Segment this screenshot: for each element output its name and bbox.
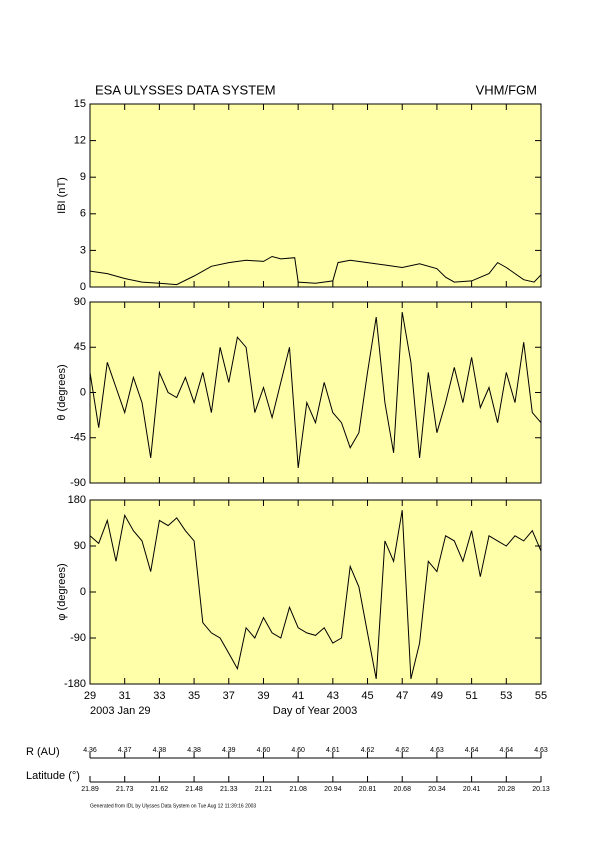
x-tick-label: 41 xyxy=(292,690,304,702)
x-tick-label: 49 xyxy=(431,690,443,702)
y-tick-label: 90 xyxy=(74,540,86,552)
data-line xyxy=(89,255,542,286)
y-tick-label: 15 xyxy=(74,98,86,110)
x-tick-label: 29 xyxy=(84,690,96,702)
y-tick-label: 180 xyxy=(68,494,86,506)
y-axis-title: φ (degrees) xyxy=(56,563,68,620)
y-tick-label: -180 xyxy=(64,678,86,690)
ephemeris-value: 20.94 xyxy=(324,786,342,793)
ephemeris-value: 21.08 xyxy=(289,786,307,793)
y-tick-label: -90 xyxy=(70,632,86,644)
ephemeris-value: 21.21 xyxy=(255,786,273,793)
y-tick-label: 12 xyxy=(74,135,86,147)
ephemeris-value: 20.34 xyxy=(428,786,446,793)
data-line xyxy=(89,312,542,468)
x-tick-label: 51 xyxy=(465,690,477,702)
x-tick-label: 35 xyxy=(188,690,200,702)
ephemeris-value: 4.63 xyxy=(430,747,444,754)
y-tick-label: 9 xyxy=(80,171,86,183)
instrument: VHM/FGM xyxy=(476,82,537,97)
ephemeris-value: 4.62 xyxy=(361,747,375,754)
plot-area xyxy=(90,500,541,684)
ephemeris-value: 21.89 xyxy=(81,786,99,793)
ephemeris-value: 20.28 xyxy=(498,786,516,793)
start-label: 2003 Jan 29 xyxy=(90,705,151,717)
ephemeris-value: 4.64 xyxy=(499,747,513,754)
y-tick-label: 0 xyxy=(80,281,86,293)
x-tick-label: 31 xyxy=(119,690,131,702)
x-tick-label: 45 xyxy=(361,690,373,702)
x-tick-label: 33 xyxy=(153,690,165,702)
x-tick-label: 37 xyxy=(223,690,235,702)
title: ESA ULYSSES DATA SYSTEM xyxy=(95,82,276,97)
plot-frame xyxy=(89,103,542,288)
ephemeris-value: 4.64 xyxy=(465,747,479,754)
x-tick-label: 55 xyxy=(535,690,547,702)
y-axis-title: IBI (nT) xyxy=(56,177,68,214)
ephemeris-value: 21.73 xyxy=(116,786,134,793)
ephemeris-value: 4.63 xyxy=(534,747,548,754)
ephemeris-label: Latitude (°) xyxy=(26,770,80,782)
y-tick-label: 3 xyxy=(80,244,86,256)
x-tick-label: 39 xyxy=(257,690,269,702)
ephemeris-value: 4.36 xyxy=(83,747,97,754)
ephemeris-value: 4.60 xyxy=(291,747,305,754)
ephemeris-value: 4.39 xyxy=(222,747,236,754)
plot-area xyxy=(90,302,541,483)
y-axis-title: θ (degrees) xyxy=(56,364,68,420)
ephemeris-value: 4.38 xyxy=(187,747,201,754)
ephemeris-value: 4.37 xyxy=(118,747,132,754)
ephemeris-value: 4.60 xyxy=(257,747,271,754)
ephemeris-label: R (AU) xyxy=(26,746,60,758)
data-line xyxy=(89,510,542,680)
ephemeris-value: 4.62 xyxy=(395,747,409,754)
y-tick-label: 0 xyxy=(80,586,86,598)
ephemeris-value: 20.81 xyxy=(359,786,377,793)
ephemeris-value: 4.38 xyxy=(153,747,167,754)
x-tick-label: 43 xyxy=(327,690,339,702)
ephemeris-value: 20.41 xyxy=(463,786,481,793)
y-tick-label: 0 xyxy=(80,386,86,398)
ephemeris-value: 20.68 xyxy=(393,786,411,793)
x-tick-label: 53 xyxy=(500,690,512,702)
plot-area xyxy=(90,104,541,287)
ephemeris-value: 21.62 xyxy=(151,786,169,793)
footer: Generated from IDL by Ulysses Data Syste… xyxy=(90,803,256,809)
y-tick-label: -90 xyxy=(70,477,86,489)
ephemeris-value: 4.61 xyxy=(326,747,340,754)
y-tick-label: 6 xyxy=(80,208,86,220)
y-tick-label: 90 xyxy=(74,296,86,308)
ephemeris-value: 20.13 xyxy=(532,786,550,793)
y-tick-label: -45 xyxy=(70,432,86,444)
x-tick-label: 47 xyxy=(396,690,408,702)
x-axis-title: Day of Year 2003 xyxy=(273,705,357,717)
y-tick-label: 45 xyxy=(74,341,86,353)
ephemeris-value: 21.33 xyxy=(220,786,238,793)
ephemeris-value: 21.48 xyxy=(185,786,203,793)
